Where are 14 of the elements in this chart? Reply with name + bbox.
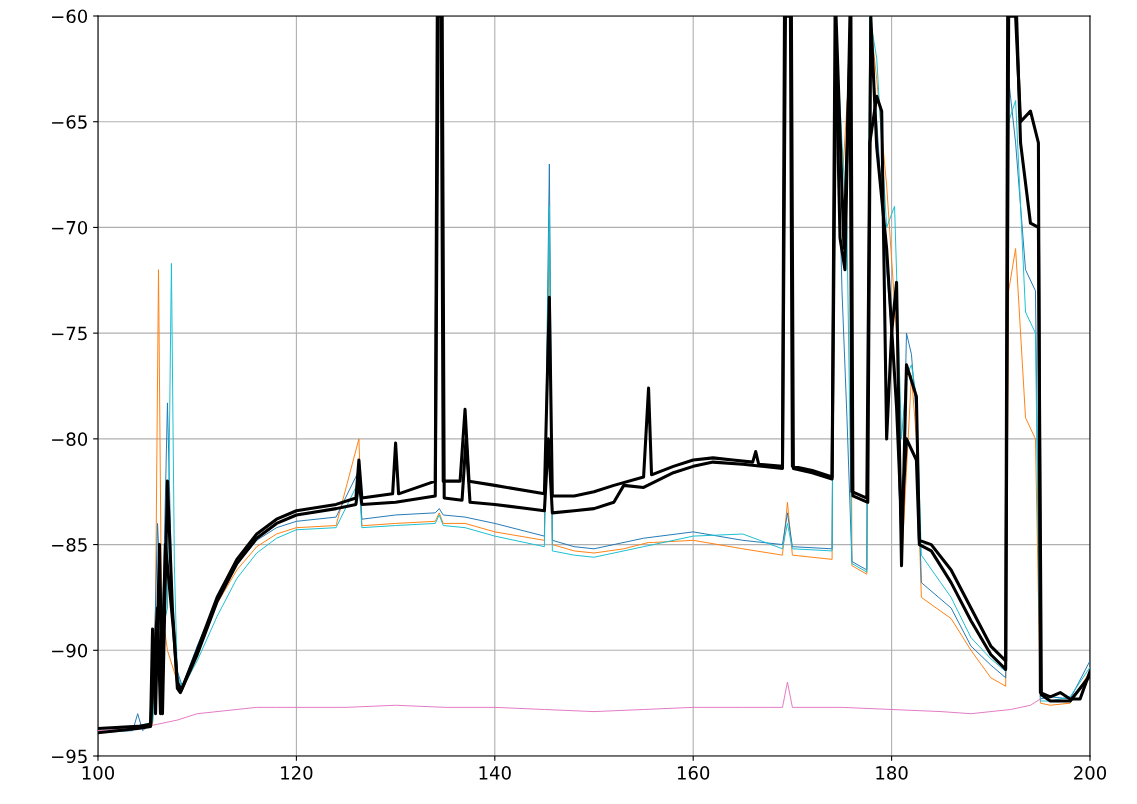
x-tick-label: 140 <box>479 766 511 780</box>
y-tick-label: −95 <box>52 749 87 764</box>
x-tick-label: 120 <box>281 766 313 780</box>
y-tick-label: −65 <box>52 115 87 129</box>
y-tick-label: −60 <box>52 9 88 24</box>
x-tick-label: 200 <box>1074 766 1107 780</box>
x-tick-label: 100 <box>82 766 115 780</box>
y-tick-label: −70 <box>52 220 88 235</box>
x-tick-label: 160 <box>677 766 710 780</box>
y-tick-label: −75 <box>52 326 87 341</box>
x-tick-label: 180 <box>876 766 908 780</box>
y-tick-label: −85 <box>52 538 87 552</box>
y-tick-label: −80 <box>52 432 88 446</box>
y-tick-label: −90 <box>52 643 88 658</box>
